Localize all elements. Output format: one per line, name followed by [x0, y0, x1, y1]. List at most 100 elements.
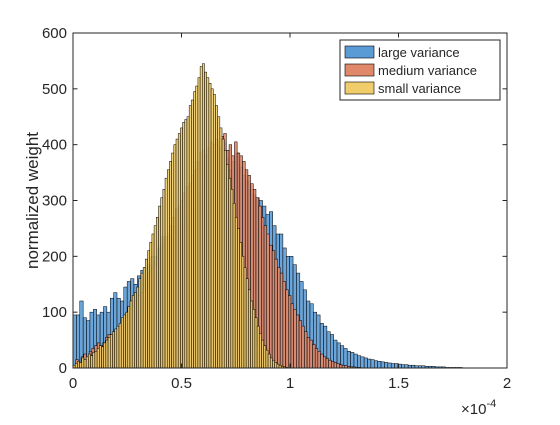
- histogram-bar: [120, 317, 124, 369]
- histogram-bar: [336, 363, 340, 369]
- histogram-bar: [112, 331, 115, 369]
- histogram-bar: [83, 359, 87, 369]
- histogram-bar: [85, 356, 89, 369]
- histogram-bar: [92, 352, 96, 369]
- histogram-bar: [88, 353, 91, 369]
- histogram-bar: [184, 119, 188, 369]
- histogram-bar: [266, 233, 270, 369]
- histogram-bar: [232, 203, 236, 369]
- legend-swatch: [344, 81, 375, 95]
- histogram-bar: [114, 328, 118, 369]
- histogram-bar: [197, 77, 201, 369]
- histogram-bar: [140, 272, 144, 369]
- histogram-bar: [230, 189, 234, 369]
- histogram-bar: [221, 138, 225, 369]
- histogram-bar: [380, 361, 385, 369]
- histogram-bar: [166, 169, 170, 369]
- histogram-bar: [77, 361, 80, 369]
- histogram-bar: [169, 161, 172, 369]
- histogram-bar: [103, 342, 107, 369]
- histogram-bar: [254, 317, 258, 369]
- histogram-bar: [346, 351, 351, 369]
- legend: large variance medium variance small varia…: [339, 39, 501, 101]
- histogram-bar: [390, 363, 395, 369]
- histogram-bar: [274, 258, 278, 369]
- histogram-bar: [271, 250, 276, 369]
- x-tick-label: 1.5: [388, 375, 409, 392]
- histogram-bar: [272, 359, 275, 369]
- histogram-bar: [259, 333, 262, 369]
- histogram-bar: [269, 244, 273, 369]
- histogram-bar: [290, 303, 294, 369]
- y-tick-label: 0: [59, 360, 67, 377]
- histogram-bar: [267, 353, 271, 369]
- histogram-bar: [96, 348, 100, 369]
- histogram-bar: [223, 150, 227, 369]
- histogram-bar: [74, 363, 78, 369]
- histogram-bar: [293, 309, 297, 369]
- histogram-bar: [99, 345, 102, 369]
- legend-entry-label: medium variance: [378, 63, 477, 78]
- histogram-bar: [153, 225, 157, 369]
- histogram-bar: [370, 359, 375, 369]
- legend-entry-label: large variance: [378, 45, 460, 60]
- histogram-bar: [151, 233, 155, 369]
- histogram-bar: [309, 339, 313, 369]
- x-tick-label: 1: [286, 375, 294, 392]
- y-tick-label: 500: [42, 81, 67, 98]
- histogram-bar: [127, 306, 131, 369]
- histogram-bar: [226, 163, 229, 369]
- histogram-bar: [333, 362, 337, 369]
- histogram-bar: [296, 314, 300, 369]
- x-tick-label: 2: [503, 375, 511, 392]
- histogram-bar: [94, 351, 98, 369]
- histogram-bar: [384, 362, 389, 369]
- ticks-layer: 0 0.5 1 1.5 2 0 100 200 300 400 500 600: [42, 25, 511, 392]
- histogram-bar: [215, 105, 218, 369]
- legend-swatch: [344, 45, 375, 59]
- histogram-bar: [162, 189, 166, 369]
- histogram-bar: [401, 364, 405, 369]
- histogram-bar: [277, 267, 281, 369]
- histogram-bar: [298, 320, 302, 369]
- histogram-bar: [208, 83, 212, 369]
- y-tick-label: 600: [42, 25, 67, 42]
- y-tick-label: 400: [42, 137, 67, 154]
- histogram-bar: [147, 250, 150, 369]
- histogram-bar: [118, 323, 122, 369]
- x-axis-exponent-base: ×10: [461, 401, 486, 418]
- legend-swatch: [344, 63, 375, 77]
- histogram-bar: [217, 116, 221, 369]
- histogram-bar: [182, 122, 186, 369]
- histogram-bar: [171, 152, 175, 369]
- histogram-bar: [387, 362, 392, 369]
- histogram-bar: [90, 355, 93, 369]
- histogram-bar: [234, 217, 238, 369]
- histogram-bar: [322, 356, 327, 369]
- histogram-bar: [164, 177, 168, 369]
- histogram-bar: [248, 289, 251, 369]
- histogram-bar: [360, 356, 365, 369]
- histogram-bar: [394, 363, 399, 369]
- histogram-bar: [282, 281, 286, 369]
- histogram-bar: [134, 292, 137, 369]
- histogram-bar: [110, 334, 113, 369]
- histogram-bar: [219, 127, 223, 369]
- histogram-bar: [270, 357, 273, 369]
- histogram-bar: [261, 339, 264, 369]
- histogram-bar: [107, 337, 111, 369]
- histogram-bar: [202, 63, 205, 369]
- histogram-bar: [363, 357, 368, 369]
- histogram-bar: [142, 267, 146, 369]
- histogram-bar: [353, 353, 358, 369]
- histogram-bar: [193, 91, 196, 369]
- y-tick-label: 100: [42, 304, 67, 321]
- histogram-bar: [149, 242, 153, 369]
- histogram-bar: [339, 364, 343, 369]
- histogram-bar: [306, 337, 311, 369]
- legend-entry-label: small variance: [378, 81, 461, 96]
- x-tick-label: 0: [69, 375, 77, 392]
- histogram-bar: [101, 346, 104, 369]
- histogram-bar: [325, 358, 329, 369]
